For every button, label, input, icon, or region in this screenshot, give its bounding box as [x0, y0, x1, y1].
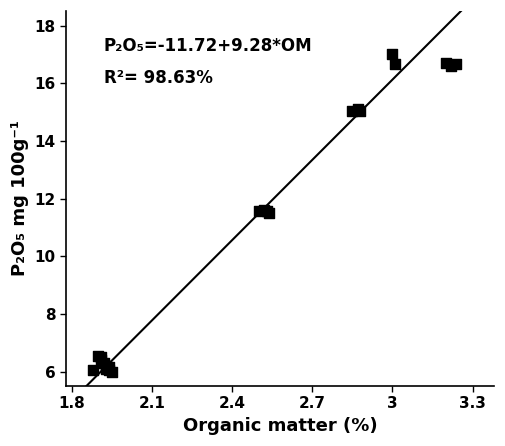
- Point: [447, 62, 455, 70]
- Point: [452, 61, 461, 68]
- Point: [442, 59, 450, 66]
- Point: [255, 208, 263, 215]
- Point: [103, 365, 111, 372]
- Point: [103, 362, 111, 369]
- Point: [94, 352, 103, 359]
- Text: R²= 98.63%: R²= 98.63%: [104, 69, 213, 87]
- Point: [105, 367, 113, 374]
- Point: [391, 61, 399, 68]
- Text: P₂O₅=-11.72+9.28*OM: P₂O₅=-11.72+9.28*OM: [104, 37, 313, 55]
- Point: [99, 359, 108, 367]
- Point: [266, 209, 274, 216]
- Point: [356, 107, 364, 114]
- X-axis label: Organic matter (%): Organic matter (%): [183, 417, 377, 435]
- Point: [354, 106, 362, 113]
- Point: [348, 107, 357, 114]
- Point: [105, 363, 113, 371]
- Point: [97, 354, 105, 361]
- Point: [89, 367, 97, 374]
- Point: [260, 206, 268, 214]
- Point: [108, 368, 116, 375]
- Point: [388, 51, 396, 58]
- Point: [97, 356, 105, 363]
- Point: [263, 208, 271, 215]
- Y-axis label: P₂O₅ mg 100g⁻¹: P₂O₅ mg 100g⁻¹: [11, 120, 29, 277]
